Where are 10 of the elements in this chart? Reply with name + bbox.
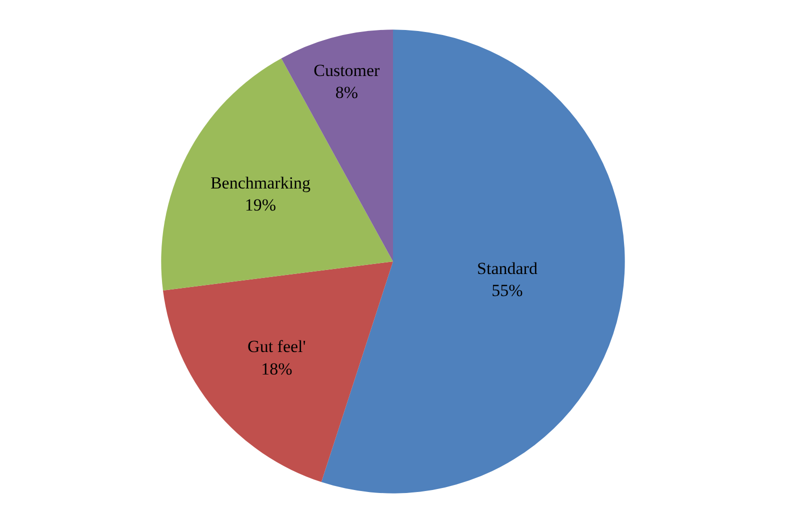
pie-slice (161, 58, 393, 291)
slice-label: Gut feel' (248, 337, 306, 356)
pie-slice (162, 262, 393, 482)
data-label: 18% (261, 359, 292, 378)
slice-label: Benchmarking (210, 174, 312, 193)
slice-label: Customer (314, 61, 380, 80)
data-label: 55% (492, 281, 523, 300)
data-label: 8% (335, 83, 358, 102)
data-label: 19% (244, 196, 276, 215)
slice-label: Standard (477, 259, 538, 278)
